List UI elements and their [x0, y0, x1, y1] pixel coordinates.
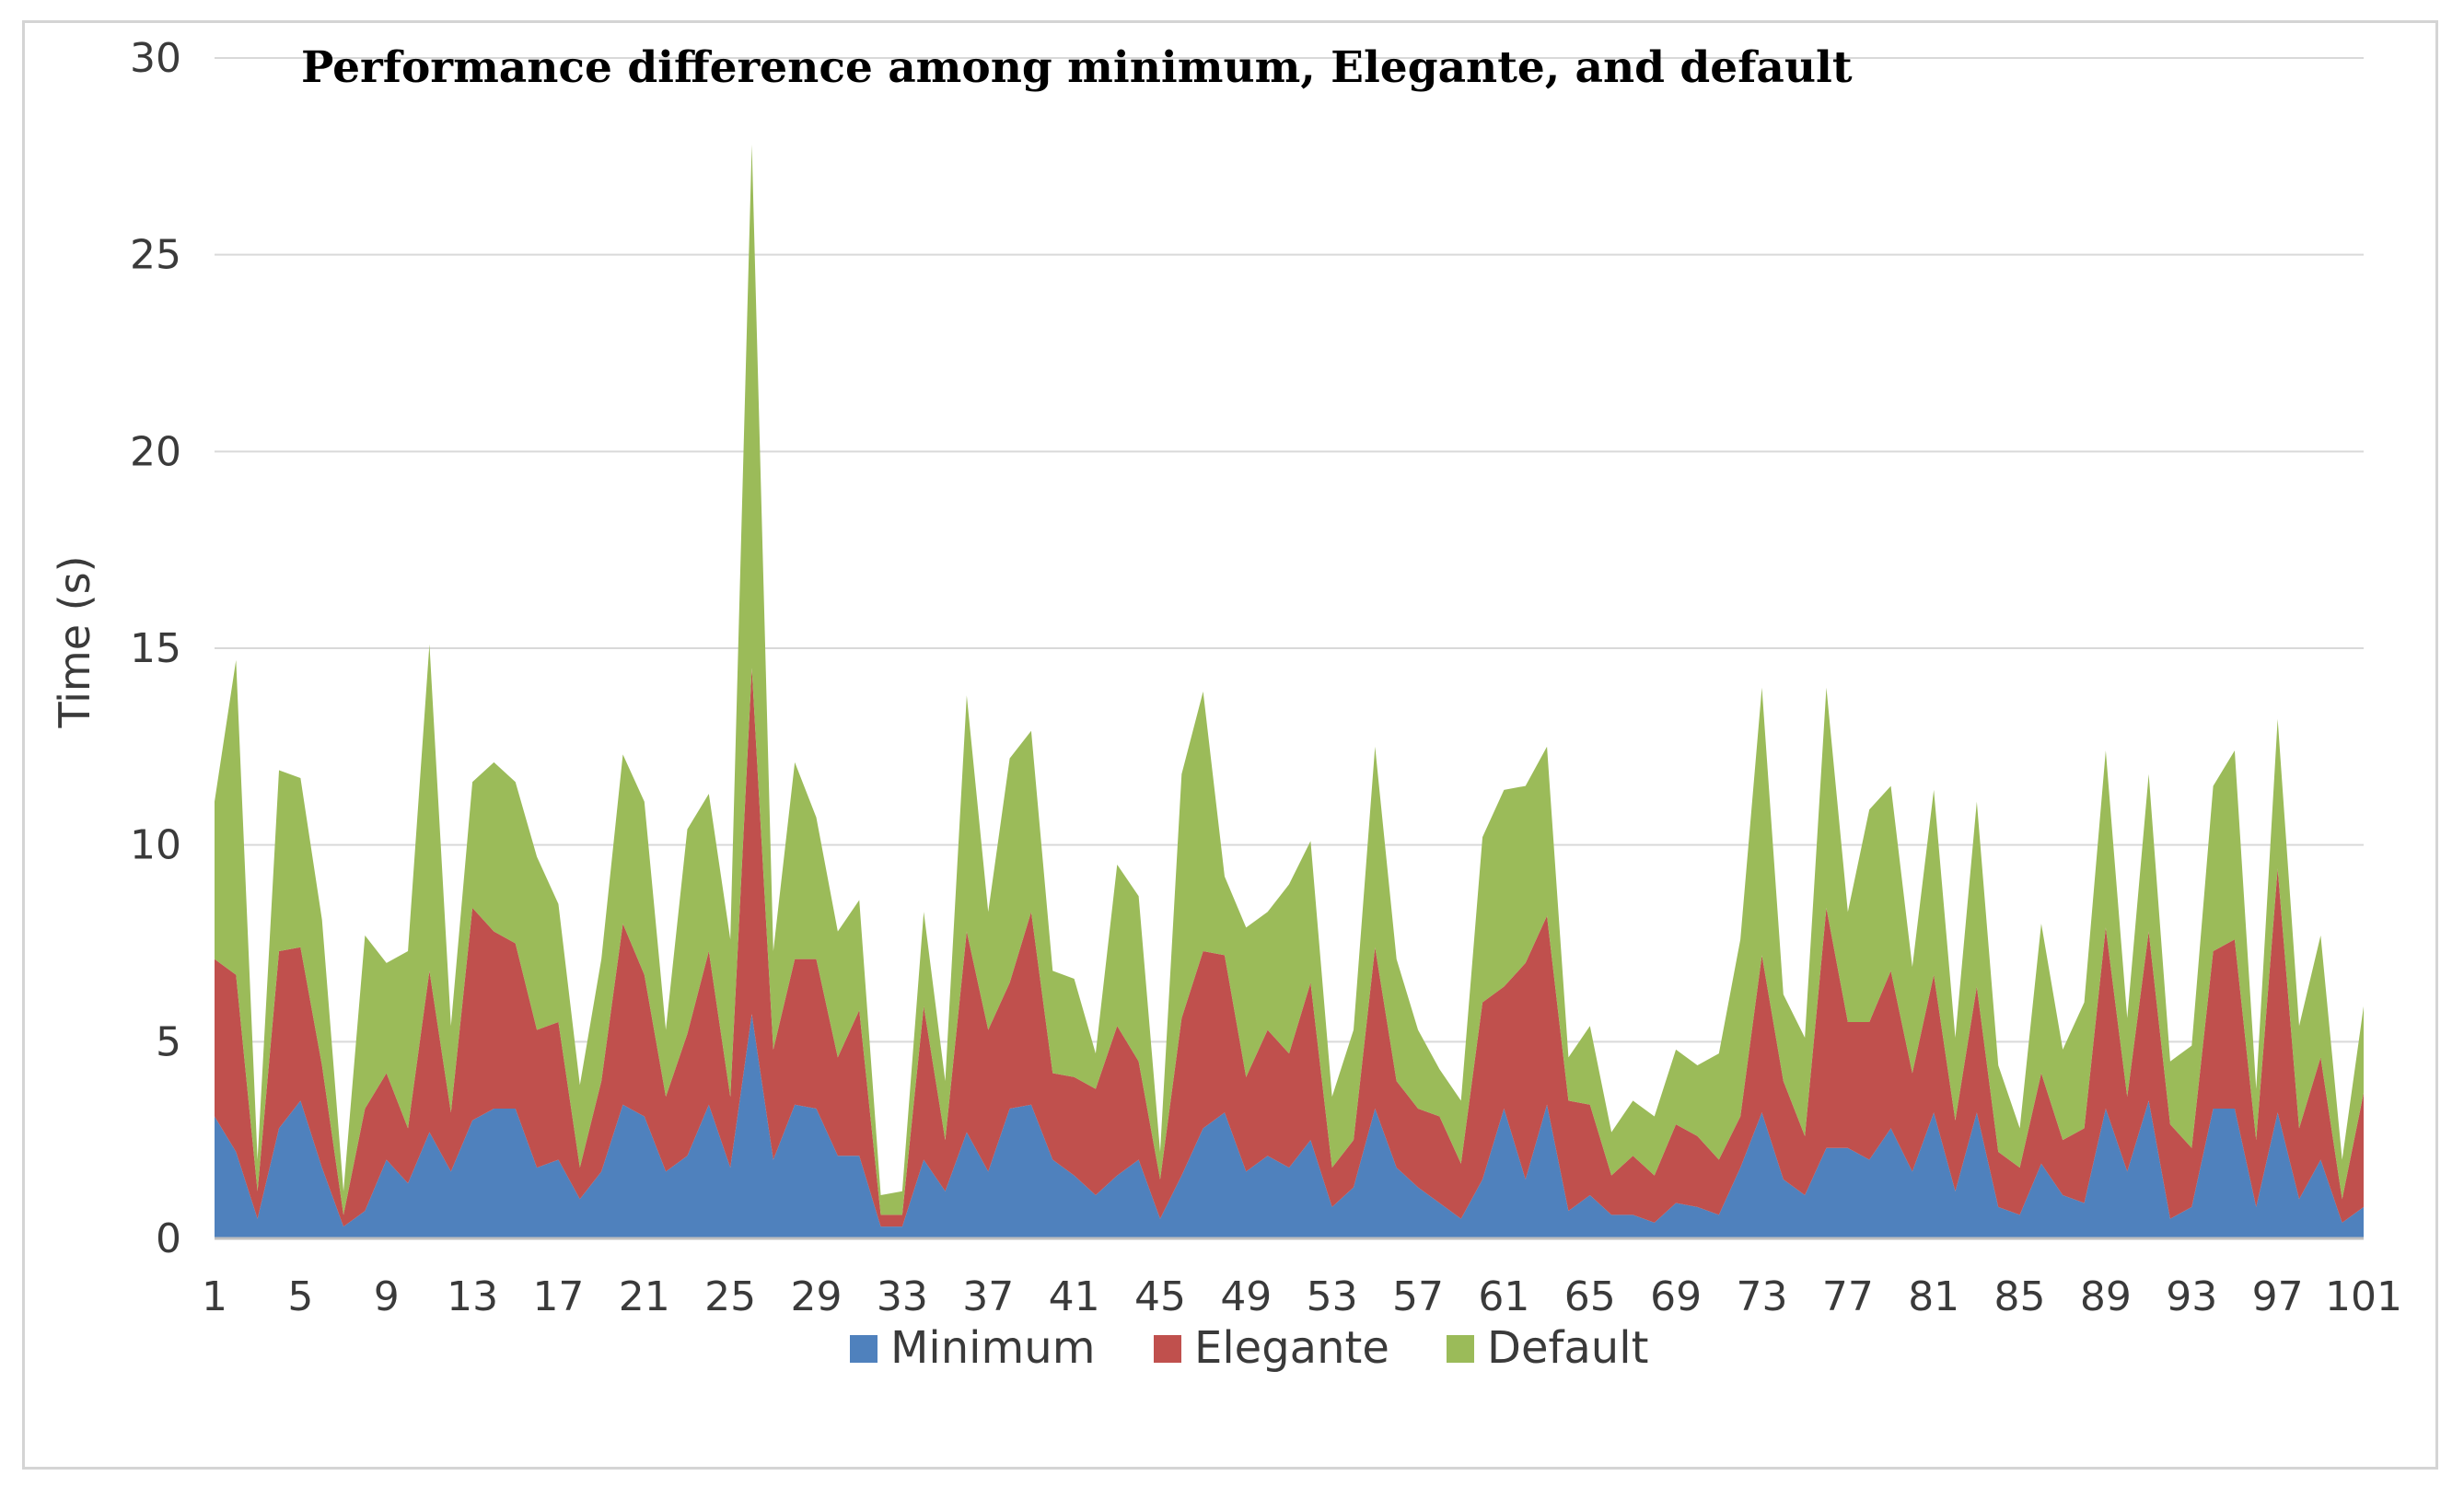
x-tick-label: 21 — [619, 1273, 670, 1320]
x-tick-label: 77 — [1822, 1273, 1874, 1320]
x-tick-label: 9 — [374, 1273, 400, 1320]
legend-swatch-default — [1447, 1335, 1474, 1363]
legend-label-default: Default — [1487, 1322, 1648, 1374]
x-tick-label: 25 — [704, 1273, 756, 1320]
legend-swatch-minimum — [850, 1335, 878, 1363]
y-tick-label: 10 — [130, 822, 181, 869]
x-tick-label: 53 — [1307, 1273, 1358, 1320]
x-tick-label: 101 — [2325, 1273, 2402, 1320]
x-tick-label: 93 — [2166, 1273, 2217, 1320]
x-tick-label: 1 — [202, 1273, 227, 1320]
x-tick-label: 49 — [1220, 1273, 1272, 1320]
y-axis-title: Time (s) — [50, 555, 99, 728]
x-tick-label: 13 — [447, 1273, 498, 1320]
gridlines — [215, 57, 2364, 1043]
y-tick-label: 25 — [130, 232, 181, 279]
legend-label-minimum: Minimum — [890, 1322, 1095, 1374]
x-tick-label: 85 — [1994, 1273, 2046, 1320]
legend: Minimum Elegante Default — [850, 1322, 1648, 1374]
area-series-default — [215, 145, 2364, 1215]
x-tick-label: 41 — [1049, 1273, 1100, 1320]
legend-swatch-elegante — [1154, 1335, 1181, 1363]
stacked-areas — [215, 145, 2364, 1238]
x-tick-label: 73 — [1736, 1273, 1787, 1320]
legend-label-elegante: Elegante — [1194, 1322, 1389, 1374]
chart-frame: 0 5 10 15 20 25 30 1 5 9 13 17 21 25 29 33 37 41 45 49 53 57… — [22, 20, 2438, 1470]
y-tick-label: 30 — [130, 35, 181, 82]
chart-title: Performance difference among minimum, El… — [301, 42, 1853, 93]
y-axis-ticks: 0 5 10 15 20 25 30 — [130, 35, 181, 1262]
area-series-minimum — [215, 1014, 2364, 1238]
x-tick-label: 89 — [2080, 1273, 2132, 1320]
x-tick-label: 17 — [532, 1273, 584, 1320]
x-tick-label: 57 — [1392, 1273, 1444, 1320]
x-tick-label: 29 — [791, 1273, 843, 1320]
x-tick-label: 69 — [1650, 1273, 1702, 1320]
x-tick-label: 33 — [877, 1273, 928, 1320]
y-tick-label: 20 — [130, 428, 181, 475]
x-tick-label: 97 — [2252, 1273, 2304, 1320]
area-series-elegante — [215, 668, 2364, 1227]
x-tick-label: 61 — [1478, 1273, 1529, 1320]
y-tick-label: 0 — [156, 1215, 181, 1262]
x-axis-ticks: 1 5 9 13 17 21 25 29 33 37 41 45 49 53 57 61 65 69 73 77 81 8… — [202, 1273, 2402, 1320]
x-tick-label: 65 — [1564, 1273, 1616, 1320]
y-tick-label: 15 — [130, 625, 181, 672]
x-tick-label: 81 — [1908, 1273, 1959, 1320]
x-tick-label: 45 — [1134, 1273, 1186, 1320]
x-tick-label: 5 — [287, 1273, 313, 1320]
x-tick-label: 37 — [962, 1273, 1014, 1320]
y-tick-label: 5 — [156, 1018, 181, 1065]
